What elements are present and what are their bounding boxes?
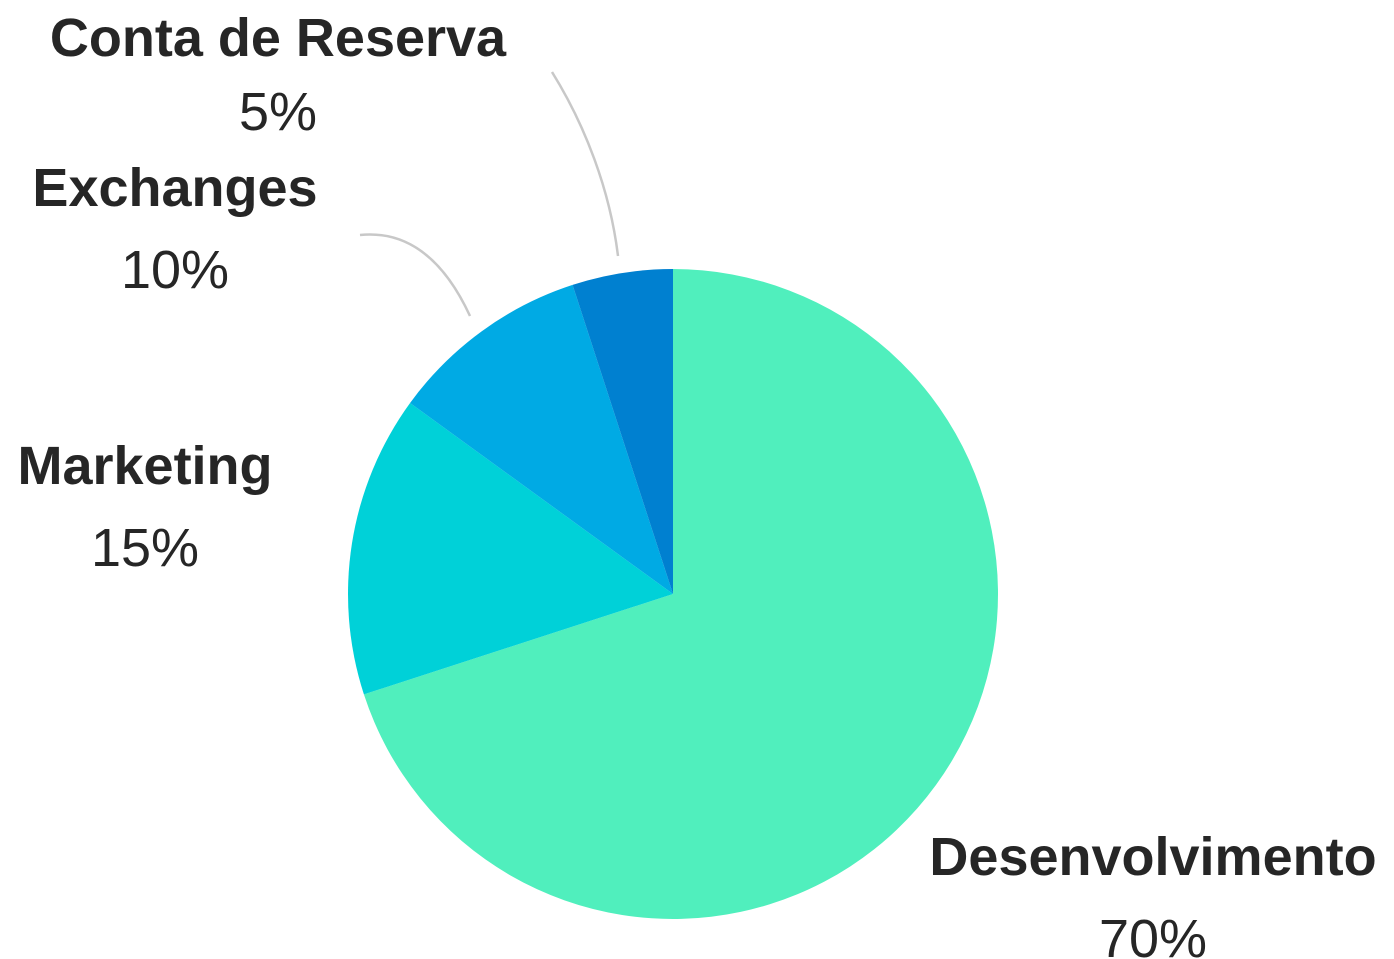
pie-slice-desenvolvimento [363, 269, 999, 919]
slice-value-label-desenvolvimento: 70% [1099, 909, 1207, 959]
slices-layer [348, 269, 999, 919]
pie-slice-conta-de-reserva [572, 269, 673, 594]
leader-line-conta-de-reserva [550, 71, 620, 257]
leader-line-exchanges [359, 233, 472, 317]
slice-value-label-exchanges: 10% [121, 240, 229, 300]
slice-value-label-marketing: 15% [91, 518, 199, 578]
pie-slice-exchanges [410, 284, 673, 594]
slice-value-label-conta-de-reserva: 5% [239, 82, 317, 142]
pie-slice-marketing [348, 402, 673, 695]
slice-label-desenvolvimento: Desenvolvimento [929, 827, 1376, 887]
labels-layer: Desenvolvimento 70% Marketing 15% Exchanges 1… [17, 8, 1376, 959]
slice-label-exchanges: Exchanges [32, 158, 317, 218]
slice-label-conta-de-reserva: Conta de Reserva [50, 8, 507, 68]
slice-label-marketing: Marketing [17, 436, 272, 496]
leader-lines-layer [359, 71, 620, 317]
